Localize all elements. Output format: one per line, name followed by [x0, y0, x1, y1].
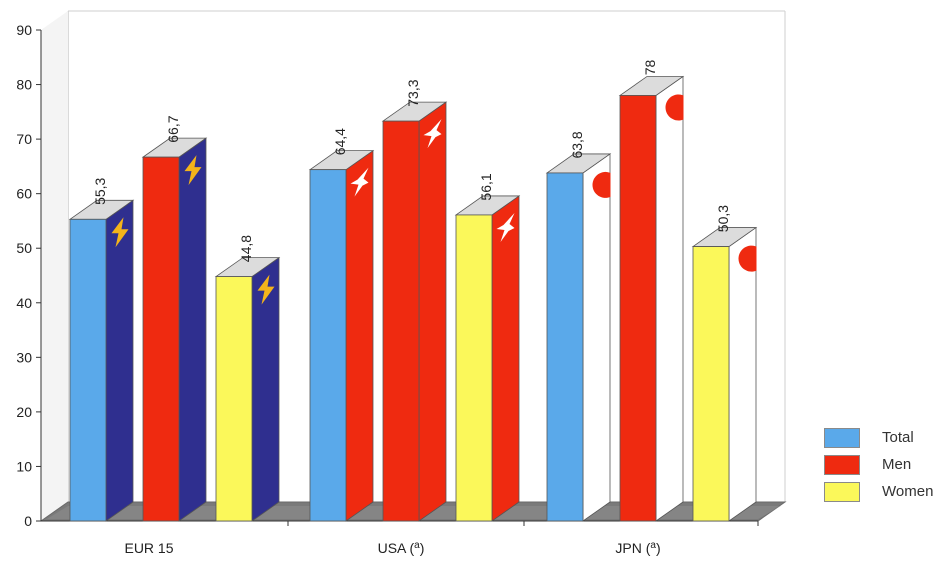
side-wall — [41, 11, 68, 521]
bar-side — [582, 153, 611, 522]
star-icon — [257, 274, 275, 305]
legend-item-women: Women — [824, 478, 946, 505]
y-tick-label: 50 — [16, 240, 32, 256]
bar-side — [491, 195, 520, 522]
bar-value-label: 63,8 — [569, 131, 585, 158]
bar-front — [692, 246, 730, 522]
y-tick-label: 70 — [16, 131, 32, 147]
legend-swatch-women — [824, 481, 860, 502]
bar-value-label: 64,4 — [332, 128, 348, 155]
eagle-icon — [350, 167, 369, 197]
bar-total-2 — [545, 153, 612, 522]
y-tick-label: 0 — [24, 513, 32, 529]
chart-labels: 55,3 66,7 44,8 EUR 15 64,4 73,3 56,1 USA (a) 63,… — [92, 59, 731, 556]
eagle-icon — [423, 119, 442, 149]
x-category-label: USA (a) — [378, 540, 425, 556]
bar-women-0 — [214, 256, 281, 522]
y-tick-label: 40 — [16, 295, 32, 311]
bar-women-1 — [454, 195, 521, 522]
bar-side — [418, 101, 447, 522]
bar-men-2 — [618, 75, 685, 522]
bar-front — [69, 218, 107, 522]
bar-value-label: 55,3 — [92, 177, 108, 204]
sun-disc-icon — [592, 171, 611, 198]
y-tick-label: 90 — [16, 22, 32, 38]
legend-label-women: Women — [882, 483, 934, 500]
y-tick-label: 20 — [16, 404, 32, 420]
bar-total-1 — [308, 149, 375, 522]
bar-value-label: 56,1 — [478, 173, 494, 200]
y-tick-label: 60 — [16, 186, 32, 202]
bar-value-label: 50,3 — [715, 205, 731, 232]
bar-value-label: 44,8 — [238, 235, 254, 262]
bar-value-label: 73,3 — [405, 79, 421, 106]
chart-legend: Total Men Women — [824, 424, 946, 505]
bar-total-0 — [68, 199, 135, 522]
bar-side — [655, 75, 684, 522]
x-category-label: EUR 15 — [124, 540, 173, 556]
bar-value-label: 66,7 — [165, 115, 181, 142]
bar-front — [215, 276, 253, 522]
y-tick-label: 80 — [16, 77, 32, 93]
star-icon — [111, 217, 129, 248]
legend-item-men: Men — [824, 451, 946, 478]
legend-item-total: Total — [824, 424, 946, 451]
sun-disc-icon — [738, 245, 757, 272]
bar-front — [619, 95, 657, 522]
bar-value-label: 78 — [642, 59, 658, 75]
bar-side — [105, 199, 134, 522]
legend-label-men: Men — [882, 456, 912, 473]
legend-label-total: Total — [882, 429, 914, 446]
bar-front — [142, 156, 180, 522]
bar-front — [546, 172, 584, 522]
eagle-icon — [496, 212, 515, 242]
bar-side — [178, 137, 207, 522]
bar-front — [455, 214, 493, 522]
bar-men-1 — [381, 101, 448, 522]
chart-bars — [68, 75, 758, 522]
sun-disc-icon — [665, 94, 684, 121]
x-category-label: JPN (a) — [615, 540, 660, 556]
legend-swatch-total — [824, 427, 860, 448]
y-tick-label: 30 — [16, 349, 32, 365]
bar-side — [345, 149, 374, 522]
bar-side — [728, 226, 757, 522]
legend-swatch-men — [824, 454, 860, 475]
bar-women-2 — [691, 226, 758, 522]
y-tick-label: 10 — [16, 458, 32, 474]
bar-front — [382, 120, 420, 522]
star-icon — [184, 155, 202, 186]
bar-men-0 — [141, 137, 208, 522]
bar-front — [309, 169, 347, 522]
